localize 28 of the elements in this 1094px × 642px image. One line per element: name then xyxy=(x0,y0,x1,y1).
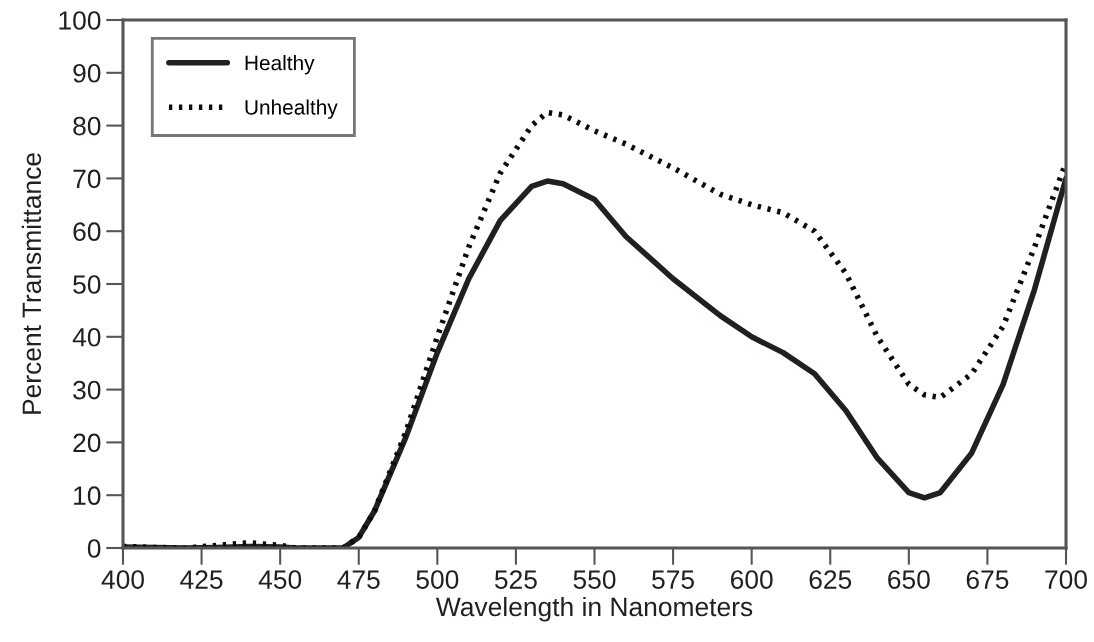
y-tick-label: 60 xyxy=(73,222,101,242)
x-tick-label: 675 xyxy=(966,570,1009,589)
y-tick-label: 70 xyxy=(73,169,101,189)
x-tick-label: 500 xyxy=(416,570,459,589)
y-tick-label: 40 xyxy=(72,327,101,347)
x-tick-label: 450 xyxy=(258,570,302,589)
x-tick-label: 475 xyxy=(337,570,380,589)
x-tick-label: 600 xyxy=(730,570,773,589)
y-tick-label: 20 xyxy=(73,433,101,453)
x-tick-label: 425 xyxy=(180,570,223,589)
y-tick-label: 80 xyxy=(73,116,101,136)
x-axis-title: Wavelength in Nanometers xyxy=(435,596,753,622)
x-tick-label: 525 xyxy=(494,570,537,589)
legend-label: Unhealthy xyxy=(245,99,338,119)
y-tick-label: 30 xyxy=(73,380,101,400)
x-tick-label: 400 xyxy=(101,570,144,589)
x-tick-label: 650 xyxy=(888,570,930,589)
x-tick-label: 575 xyxy=(652,570,694,589)
y-axis-title: Percent Transmittance xyxy=(21,153,42,414)
x-tick-label: 550 xyxy=(573,570,616,589)
y-tick-label: 100 xyxy=(59,11,101,30)
legend-label: Healthy xyxy=(245,55,315,75)
y-tick-label: 10 xyxy=(74,486,101,506)
x-tick-label: 700 xyxy=(1045,570,1087,589)
y-tick-label: 90 xyxy=(73,63,101,83)
y-tick-label: 0 xyxy=(87,539,101,558)
x-tick-label: 625 xyxy=(809,570,852,589)
y-tick-label: 50 xyxy=(73,275,101,294)
